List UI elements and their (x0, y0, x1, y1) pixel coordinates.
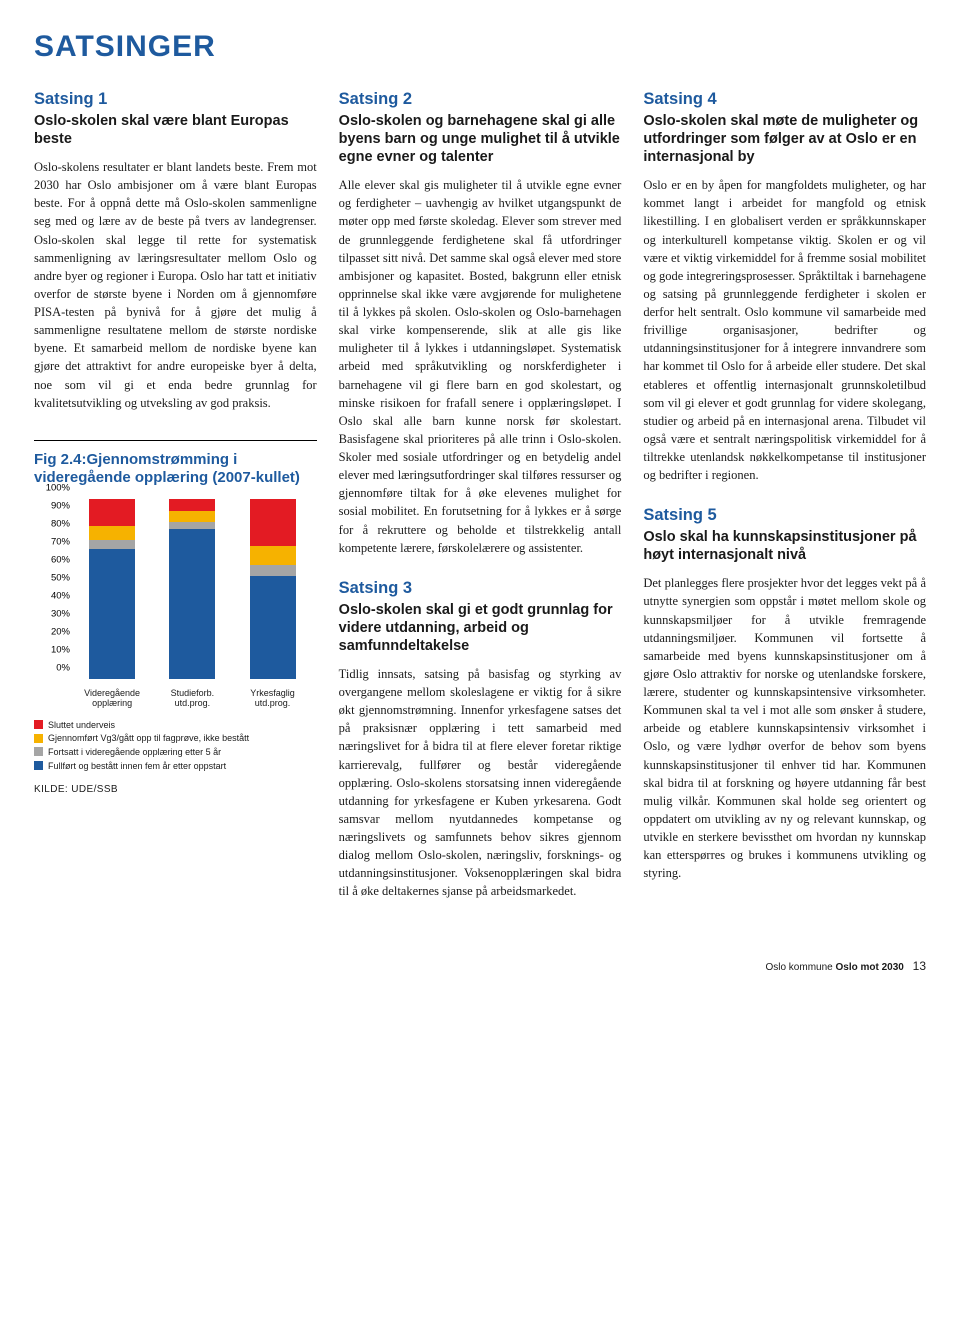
bar-group (250, 499, 296, 679)
bar-segment-gjennomfort (169, 511, 215, 522)
chart-legend: Sluttet underveisGjennomført Vg3/gått op… (34, 719, 317, 772)
three-column-layout: Satsing 1 Oslo-skolen skal være blant Eu… (34, 90, 926, 923)
satsing1-body: Oslo-skolens resultater er blant landets… (34, 158, 317, 412)
satsing5-subheading: Oslo skal ha kunnskapsinstitusjoner på h… (643, 528, 926, 564)
bar-segment-fortsatt (89, 540, 135, 549)
y-tick: 10% (34, 644, 70, 655)
y-tick: 60% (34, 554, 70, 565)
satsing4-subheading: Oslo-skolen skal møte de muligheter og u… (643, 112, 926, 166)
satsing4-heading: Satsing 4 (643, 90, 926, 110)
satsing5-heading: Satsing 5 (643, 506, 926, 526)
x-label: Yrkesfagligutd.prog. (237, 688, 309, 709)
satsing4-body: Oslo er en by åpen for mangfoldets mulig… (643, 176, 926, 484)
y-tick: 30% (34, 608, 70, 619)
x-label: Videregåendeopplæring (76, 688, 148, 709)
footer-org: Oslo kommune (765, 962, 832, 973)
legend-swatch (34, 747, 43, 756)
bar-segment-fullfort (169, 529, 215, 678)
satsing3-body: Tidlig innsats, satsing på basisfag og s… (339, 665, 622, 901)
y-tick: 50% (34, 572, 70, 583)
satsing1-subheading: Oslo-skolen skal være blant Europas best… (34, 112, 317, 148)
page-title: SATSINGER (34, 30, 926, 64)
chart-area (72, 499, 313, 679)
y-tick: 20% (34, 626, 70, 637)
figure-rule (34, 440, 317, 441)
bar-chart: 0%10%20%30%40%50%60%70%80%90%100% Videre… (34, 499, 317, 709)
satsing2-subheading: Oslo-skolen og barnehagene skal gi alle … (339, 112, 622, 166)
column-2: Satsing 2 Oslo-skolen og barnehagene ska… (339, 90, 622, 923)
page-number: 13 (913, 959, 926, 973)
legend-swatch (34, 734, 43, 743)
x-axis-labels: Videregåendeopplæring Studieforb.utd.prog… (72, 688, 313, 709)
x-label: Studieforb.utd.prog. (156, 688, 228, 709)
bar-segment-fortsatt (250, 565, 296, 576)
footer-doc: Oslo mot 2030 (836, 962, 904, 973)
y-tick: 40% (34, 590, 70, 601)
chart-source: KILDE: UDE/SSB (34, 784, 317, 795)
legend-item: Gjennomført Vg3/gått opp til fagprøve, i… (34, 732, 317, 745)
y-tick: 0% (34, 662, 70, 673)
bar-segment-sluttet (89, 499, 135, 526)
bar-segment-gjennomfort (89, 526, 135, 540)
y-axis: 0%10%20%30%40%50%60%70%80%90%100% (34, 499, 70, 679)
legend-item: Sluttet underveis (34, 719, 317, 732)
bar-segment-sluttet (169, 499, 215, 512)
satsing5-body: Det planlegges flere prosjekter hvor det… (643, 574, 926, 882)
column-3: Satsing 4 Oslo-skolen skal møte de mulig… (643, 90, 926, 923)
bar-segment-fullfort (89, 549, 135, 679)
y-tick: 80% (34, 518, 70, 529)
y-tick: 90% (34, 500, 70, 511)
bar-segment-fortsatt (169, 522, 215, 529)
legend-swatch (34, 720, 43, 729)
page-footer: Oslo kommune Oslo mot 2030 13 (34, 959, 926, 973)
bar-group (89, 499, 135, 679)
y-tick: 100% (34, 482, 70, 493)
y-tick: 70% (34, 536, 70, 547)
legend-label: Sluttet underveis (48, 719, 115, 732)
legend-label: Fortsatt i videregående opplæring etter … (48, 746, 221, 759)
legend-label: Fullført og bestått innen fem år etter o… (48, 760, 226, 773)
satsing2-body: Alle elever skal gis muligheter til å ut… (339, 176, 622, 557)
satsing2-heading: Satsing 2 (339, 90, 622, 110)
figure-title: Fig 2.4:Gjennomstrømming i videregående … (34, 451, 317, 487)
satsing3-subheading: Oslo-skolen skal gi et godt grunnlag for… (339, 601, 622, 655)
bar-segment-gjennomfort (250, 546, 296, 566)
bar-segment-sluttet (250, 499, 296, 546)
legend-item: Fortsatt i videregående opplæring etter … (34, 746, 317, 759)
satsing1-heading: Satsing 1 (34, 90, 317, 110)
bar-group (169, 499, 215, 679)
legend-label: Gjennomført Vg3/gått opp til fagprøve, i… (48, 732, 249, 745)
column-1: Satsing 1 Oslo-skolen skal være blant Eu… (34, 90, 317, 923)
satsing3-heading: Satsing 3 (339, 579, 622, 599)
legend-swatch (34, 761, 43, 770)
legend-item: Fullført og bestått innen fem år etter o… (34, 760, 317, 773)
bar-segment-fullfort (250, 576, 296, 679)
